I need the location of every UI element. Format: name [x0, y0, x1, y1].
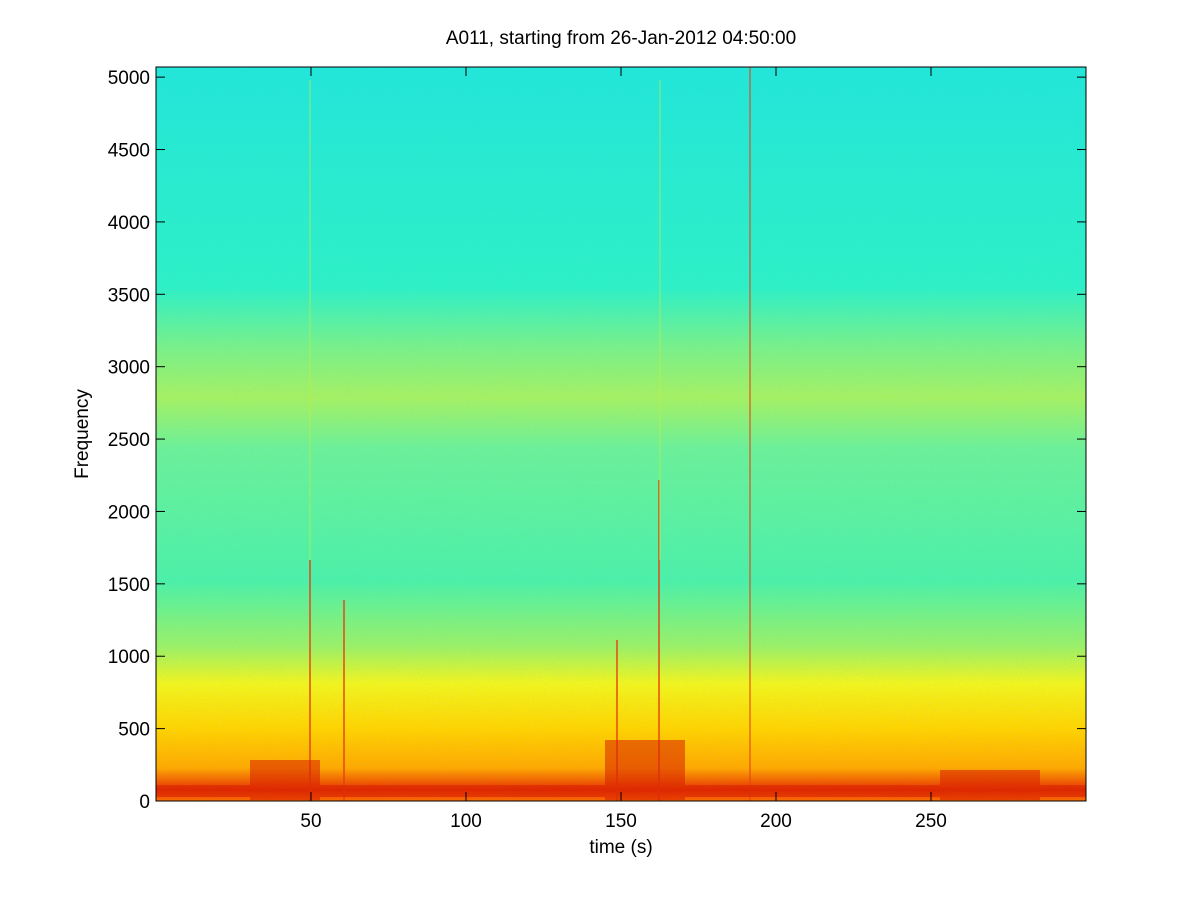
x-tick-label: 250 — [915, 811, 947, 832]
x-tick-label: 200 — [760, 811, 792, 832]
y-tick-label: 0 — [139, 792, 150, 813]
x-tick-label: 150 — [605, 811, 637, 832]
y-tick-label: 500 — [118, 720, 150, 741]
y-tick-label: 5000 — [108, 68, 150, 89]
x-tick-label: 100 — [450, 811, 482, 832]
x-tick-label: 50 — [300, 811, 321, 832]
y-tick-label: 1000 — [108, 647, 150, 668]
y-tick-label: 2000 — [108, 502, 150, 523]
y-tick-label: 4000 — [108, 213, 150, 234]
spectrogram-image — [156, 67, 1086, 801]
chart-title: A011, starting from 26-Jan-2012 04:50:00 — [446, 28, 796, 49]
x-axis-label: time (s) — [589, 837, 652, 858]
y-tick-label: 2500 — [108, 430, 150, 451]
y-tick-label: 4500 — [108, 141, 150, 162]
y-tick-label: 1500 — [108, 575, 150, 596]
y-tick-label: 3500 — [108, 285, 150, 306]
y-tick-label: 3000 — [108, 358, 150, 379]
y-axis-label: Frequency — [72, 389, 93, 479]
